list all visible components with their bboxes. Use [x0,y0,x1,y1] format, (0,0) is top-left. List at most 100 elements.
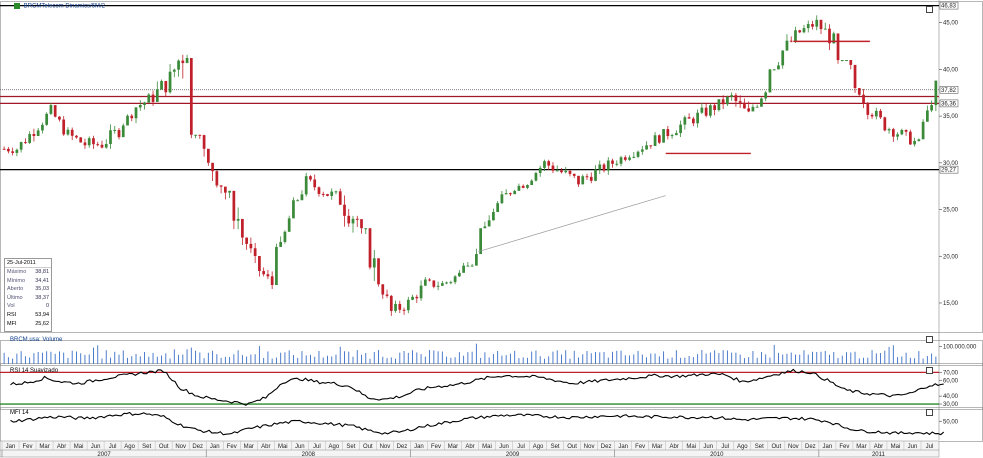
candle-body[interactable] [249,243,253,249]
candle-body[interactable] [896,134,899,137]
candle-body[interactable] [619,157,623,164]
candle-body[interactable] [475,254,478,266]
candle-body[interactable] [338,191,342,205]
candle-body[interactable] [640,149,644,152]
candle-body[interactable] [189,58,193,135]
rsi-panel-close-button[interactable] [926,367,933,374]
candle-body[interactable] [700,107,704,113]
candle-body[interactable] [730,95,734,97]
candle-body[interactable] [534,173,538,181]
candle-body[interactable] [743,102,746,109]
candle-body[interactable] [649,145,653,147]
candle-body[interactable] [389,295,393,311]
candle-body[interactable] [283,231,287,242]
candle-body[interactable] [181,60,185,64]
candle-body[interactable] [611,160,614,164]
candle-body[interactable] [874,110,878,117]
candle-body[interactable] [143,102,146,106]
candle-body[interactable] [526,185,529,188]
candle-body[interactable] [551,165,555,171]
candle-body[interactable] [41,124,44,131]
candle-body[interactable] [24,142,27,144]
candle-body[interactable] [683,117,687,125]
candle-body[interactable] [445,282,448,284]
candle-body[interactable] [160,81,163,90]
candle-body[interactable] [828,28,831,44]
candle-body[interactable] [913,140,916,145]
candle-body[interactable] [577,175,580,185]
candle-body[interactable] [440,283,444,286]
candle-body[interactable] [19,142,23,150]
candle-body[interactable] [317,187,321,194]
candle-body[interactable] [598,164,602,170]
candle-body[interactable] [300,194,304,201]
candle-body[interactable] [287,218,291,232]
mfi-line[interactable] [10,411,945,436]
candle-body[interactable] [449,282,453,284]
candle-body[interactable] [845,60,848,62]
candle-body[interactable] [130,115,134,119]
candle-body[interactable] [840,60,844,62]
candle-body[interactable] [423,279,427,286]
candle-body[interactable] [606,160,610,171]
candle-body[interactable] [717,99,721,111]
candle-body[interactable] [96,144,100,146]
candle-body[interactable] [657,135,661,143]
candle-body[interactable] [772,69,776,71]
candle-body[interactable] [198,134,202,136]
mfi-panel-title[interactable]: MFI 14 [10,410,29,416]
candle-body[interactable] [385,294,389,296]
candle-body[interactable] [224,186,227,193]
candle-body[interactable] [266,274,270,277]
candle-body[interactable] [219,185,223,187]
candle-body[interactable] [355,218,359,220]
candle-body[interactable] [513,190,517,195]
candle-body[interactable] [500,194,504,204]
candle-body[interactable] [66,129,70,135]
candle-body[interactable] [636,151,640,157]
candle-body[interactable] [560,170,563,173]
candle-body[interactable] [7,148,10,152]
candle-body[interactable] [458,272,461,277]
candle-body[interactable] [232,190,236,221]
candle-body[interactable] [2,148,6,150]
candle-body[interactable] [236,218,240,221]
candle-body[interactable] [811,24,814,27]
candle-body[interactable] [602,164,606,171]
mfi-panel-close-button[interactable] [926,409,933,416]
candle-body[interactable] [126,115,129,126]
candle-body[interactable] [343,204,346,216]
candle-body[interactable] [406,299,410,311]
candle-body[interactable] [364,228,368,230]
candle-body[interactable] [666,129,670,137]
trendline[interactable] [478,195,666,252]
candle-body[interactable] [164,81,168,93]
candle-body[interactable] [309,176,312,180]
candle-body[interactable] [887,129,891,131]
candle-body[interactable] [53,105,57,117]
candle-body[interactable] [832,33,836,44]
candle-body[interactable] [815,19,819,27]
candle-body[interactable] [432,280,436,287]
candle-body[interactable] [368,228,372,268]
candle-body[interactable] [879,110,882,118]
candle-body[interactable] [470,265,474,267]
candle-body[interactable] [802,28,806,33]
candle-body[interactable] [83,142,87,146]
candle-body[interactable] [394,303,397,311]
candle-body[interactable] [674,133,678,136]
candle-body[interactable] [819,19,823,30]
candle-body[interactable] [381,284,385,295]
candle-body[interactable] [747,108,751,112]
candle-body[interactable] [496,203,500,213]
candle-body[interactable] [487,220,491,227]
candle-body[interactable] [709,105,712,116]
candle-body[interactable] [623,157,627,160]
candle-body[interactable] [347,215,351,224]
candle-body[interactable] [134,107,138,119]
candle-body[interactable] [798,30,802,33]
candle-body[interactable] [117,129,121,138]
candle-body[interactable] [138,105,142,108]
candle-body[interactable] [483,226,487,229]
